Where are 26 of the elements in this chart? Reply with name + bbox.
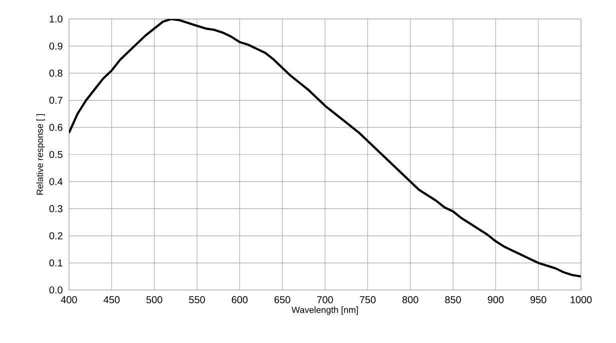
x-tick-label: 450 [104,296,120,304]
x-tick-label: 800 [402,296,418,304]
x-tick-label: 700 [317,296,333,304]
y-tick-label: 1.0 [50,15,62,23]
y-axis-title: Relative response [ ] [36,114,45,195]
y-tick-label: 0.2 [49,232,62,240]
x-tick-label: 900 [488,296,504,304]
x-tick-label: 600 [232,296,248,304]
x-tick-label: 500 [146,296,162,304]
x-tick-label: 850 [445,296,461,304]
y-tick-label: 0.3 [49,205,62,212]
x-tick-label: 750 [360,296,376,304]
x-tick-label: 1000 [570,296,592,304]
x-tick-label: 400 [60,296,77,304]
x-axis-title: Wavelength [nm] [292,306,358,315]
y-tick-label: 0.5 [49,150,62,158]
y-tick-label: 0.1 [49,259,62,266]
y-tick-label: 0.6 [49,124,62,131]
y-tick-label: 0.9 [49,42,62,50]
x-tick-label: 950 [530,296,546,304]
y-tick-label: 0.4 [49,178,63,186]
y-tick-label: 0.0 [49,286,62,294]
y-tick-label: 0.8 [49,70,62,77]
y-tick-label: 0.7 [49,96,62,104]
x-tick-label: 550 [189,296,205,304]
x-tick-label: 650 [274,296,290,304]
